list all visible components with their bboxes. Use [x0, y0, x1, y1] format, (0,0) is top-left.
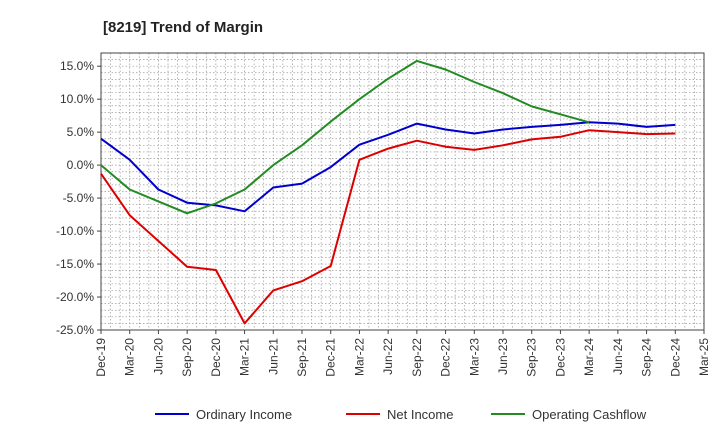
x-tick-label: Mar-25 — [697, 338, 711, 376]
y-tick-label: 10.0% — [60, 92, 94, 106]
x-tick-label: Jun-20 — [151, 338, 165, 375]
x-tick-label: Jun-22 — [381, 338, 395, 375]
x-tick-label: Sep-23 — [525, 338, 539, 377]
x-tick-label: Jun-21 — [266, 338, 280, 375]
plot-frame — [100, 52, 705, 331]
plot-area: 15.0% 10.0% 5.0% 0.0% -5.0% -10.0% -15.0% -20.0… — [56, 52, 711, 377]
x-tick-label: Mar-21 — [238, 338, 252, 376]
legend: Ordinary Income Net Income Operating Cashf… — [155, 407, 647, 422]
x-tick-label: Dec-23 — [553, 338, 567, 377]
x-tick-label: Sep-24 — [640, 338, 654, 377]
x-tick-label: Mar-24 — [582, 338, 596, 376]
x-tick-label: Jun-24 — [611, 338, 625, 375]
y-tick-label: -10.0% — [56, 224, 94, 238]
x-tick-label: Dec-19 — [94, 338, 108, 377]
x-tick-label: Dec-21 — [324, 338, 338, 377]
x-tick-label: Sep-20 — [180, 338, 194, 377]
legend-item-operating-cashflow: Operating Cashflow — [491, 407, 647, 422]
y-tick-label: -25.0% — [56, 323, 94, 337]
x-tick-label: Dec-20 — [209, 338, 223, 377]
legend-label: Net Income — [387, 407, 453, 422]
x-tick-label: Sep-21 — [295, 338, 309, 377]
legend-item-ordinary-income: Ordinary Income — [155, 407, 292, 422]
series-line-net-income — [100, 129, 676, 325]
y-tick-label: 15.0% — [60, 59, 94, 73]
y-tick-label: 5.0% — [67, 125, 95, 139]
x-tick-label: Jun-23 — [496, 338, 510, 375]
x-tick-label: Mar-22 — [352, 338, 366, 376]
y-tick-label: -15.0% — [56, 257, 94, 271]
x-tick-label: Sep-22 — [410, 338, 424, 377]
x-tick-label: Mar-23 — [467, 338, 481, 376]
series-line-operating-cashflow — [100, 59, 590, 215]
legend-label: Operating Cashflow — [532, 407, 647, 422]
x-tick-label: Dec-24 — [668, 338, 682, 377]
y-tick-label: 0.0% — [67, 158, 95, 172]
y-tick-label: -5.0% — [63, 191, 95, 205]
chart-title: [8219] Trend of Margin — [103, 19, 263, 36]
legend-item-net-income: Net Income — [346, 407, 453, 422]
series-line-ordinary-income — [100, 121, 676, 213]
x-tick-label: Dec-22 — [439, 338, 453, 377]
x-tick-label: Mar-20 — [123, 338, 137, 376]
y-tick-label: -20.0% — [56, 290, 94, 304]
legend-label: Ordinary Income — [196, 407, 292, 422]
